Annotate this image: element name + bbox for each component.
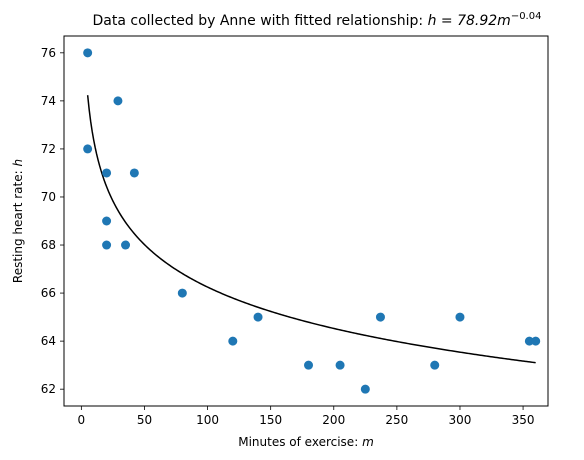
data-point: [102, 216, 112, 226]
chart-title-prefix: Data collected by Anne with fitted relat…: [93, 13, 428, 29]
y-tick-label: 62: [41, 382, 56, 396]
data-point: [129, 168, 139, 178]
data-point: [375, 312, 385, 322]
chart-title-formula: h = 78.92m: [428, 13, 511, 29]
x-axis-label-prefix: Minutes of exercise:: [238, 435, 362, 449]
data-point: [253, 312, 263, 322]
y-tick-label: 66: [41, 286, 56, 300]
y-axis: 62 64 66 68 70 72 74 76: [41, 46, 64, 396]
y-tick-label: 64: [41, 334, 56, 348]
x-axis: 0 50 100 150 200 250 300 350: [78, 406, 535, 427]
y-tick-label: 72: [41, 142, 56, 156]
y-axis-label: Resting heart rate: h: [11, 159, 25, 283]
data-point: [455, 312, 465, 322]
x-tick-label: 350: [512, 413, 535, 427]
x-tick-label: 250: [385, 413, 408, 427]
data-point: [360, 384, 370, 394]
data-point: [430, 360, 440, 370]
y-axis-label-var: h: [11, 159, 25, 167]
data-point: [121, 240, 131, 250]
chart-title: Data collected by Anne with fitted relat…: [93, 11, 542, 29]
data-point: [177, 288, 187, 298]
y-tick-label: 70: [41, 190, 56, 204]
y-tick-label: 68: [41, 238, 56, 252]
data-point: [304, 360, 314, 370]
x-tick-label: 0: [78, 413, 86, 427]
data-point: [113, 96, 123, 106]
axes-frame: [63, 35, 549, 407]
y-axis-label-prefix: Resting heart rate:: [11, 167, 25, 284]
x-tick-label: 200: [322, 413, 345, 427]
x-axis-label-var: m: [362, 435, 374, 449]
data-point: [102, 168, 112, 178]
data-point: [335, 360, 345, 370]
data-point: [83, 144, 93, 154]
x-tick-label: 300: [449, 413, 472, 427]
x-tick-label: 50: [137, 413, 152, 427]
data-point: [83, 48, 93, 58]
plot-area: [83, 48, 541, 394]
x-axis-label: Minutes of exercise: m: [238, 435, 374, 449]
chart-title-exponent: −0.04: [511, 11, 542, 22]
fit-curve: [86, 95, 536, 364]
data-point: [531, 336, 541, 346]
data-point: [102, 240, 112, 250]
data-point: [524, 336, 534, 346]
x-tick-label: 150: [259, 413, 282, 427]
y-tick-label: 74: [41, 94, 56, 108]
y-tick-label: 76: [41, 46, 56, 60]
x-tick-label: 100: [196, 413, 219, 427]
data-point: [228, 336, 238, 346]
